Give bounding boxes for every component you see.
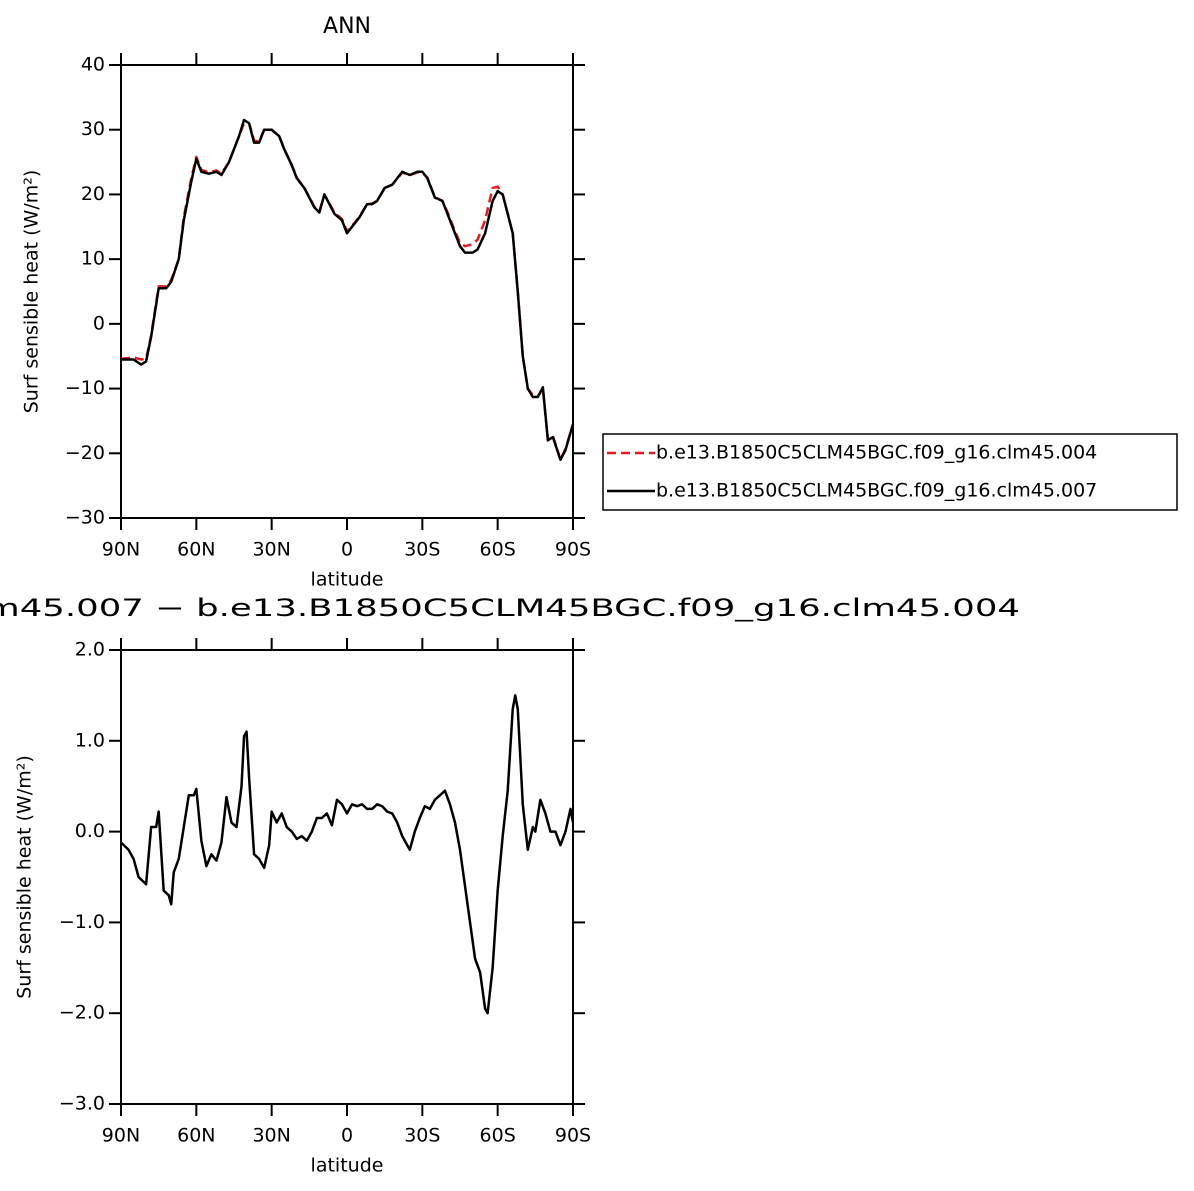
y-tick-label: −2.0 [59,1002,105,1024]
legend-label: b.e13.B1850C5CLM45BGC.f09_g16.clm45.004 [656,442,1097,464]
y-tick-label: −1.0 [59,911,105,933]
x-tick-label: 60S [480,539,516,561]
y-tick-label: 40 [81,54,105,76]
data-line [120,694,575,1015]
chart-title: ANN [323,14,371,39]
data-line [120,121,575,462]
x-tick-label: 60N [177,539,215,561]
x-tick-label: 30S [404,539,440,561]
y-axis-label: Surf sensible heat (W/m²) [21,170,43,414]
x-tick-label: 90S [555,539,591,561]
x-tick-label: 60N [177,1125,215,1147]
y-tick-label: −3.0 [59,1093,105,1115]
y-tick-label: −20 [65,442,105,464]
legend-box [602,433,1178,511]
y-tick-label: 2.0 [75,639,105,661]
y-tick-label: −30 [65,507,105,529]
legend-label: b.e13.B1850C5CLM45BGC.f09_g16.clm45.007 [656,480,1097,502]
x-tick-label: 30N [252,1125,290,1147]
x-axis-label: latitude [311,1155,384,1177]
x-tick-label: 0 [341,539,353,561]
plot-frame [120,649,574,1105]
x-axis-label: latitude [311,569,384,591]
x-tick-label: 30N [252,539,290,561]
x-tick-label: 60S [480,1125,516,1147]
y-tick-label: 10 [81,248,105,270]
data-line [121,118,575,462]
y-tick-label: 20 [81,183,105,205]
y-tick-label: 0.0 [75,820,105,842]
x-tick-label: 90N [102,539,140,561]
y-axis-label: Surf sensible heat (W/m²) [14,755,36,999]
x-tick-label: 90S [555,1125,591,1147]
y-tick-label: 30 [81,118,105,140]
y-tick-label: −10 [65,377,105,399]
chart-title: b.e13.B1850C5CLM45BGC.f09_g16.clm45.007 … [0,594,1020,622]
x-tick-label: 30S [404,1125,440,1147]
x-tick-label: 90N [102,1125,140,1147]
x-tick-label: 0 [341,1125,353,1147]
y-tick-label: 1.0 [75,729,105,751]
plot-frame [120,64,574,519]
y-tick-label: 0 [93,312,105,334]
